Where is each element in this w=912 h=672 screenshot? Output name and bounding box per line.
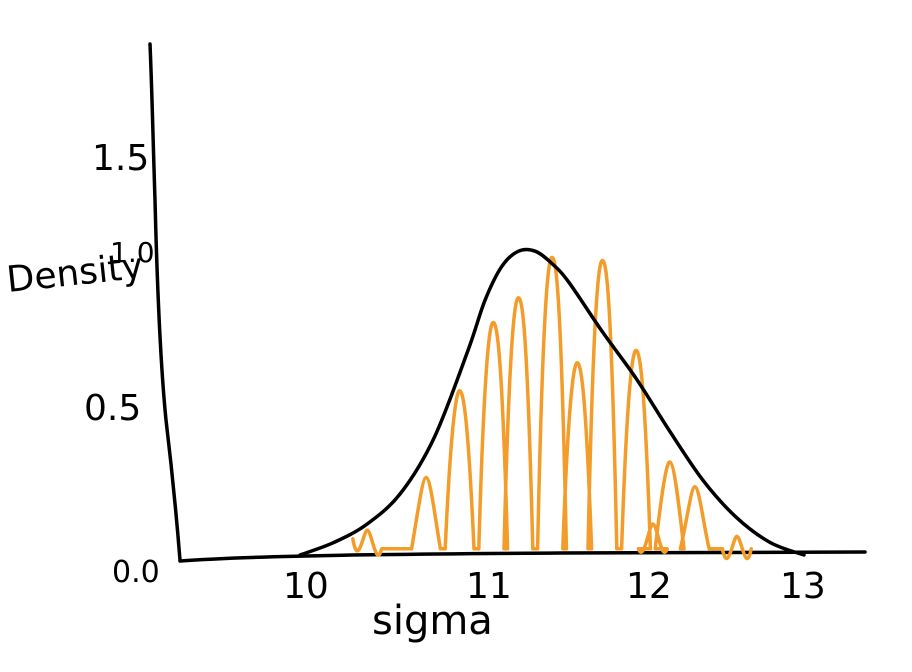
density-curve-layer xyxy=(298,247,806,557)
x-tick-label: 11 xyxy=(466,566,512,607)
density-curve xyxy=(298,247,806,557)
y-tick-label: 0.5 xyxy=(84,388,141,429)
y-axis-line xyxy=(148,42,182,562)
y-tick-label: 0.0 xyxy=(112,555,160,590)
x-tick-label: 12 xyxy=(626,566,672,607)
y-axis-title: Density xyxy=(5,246,145,301)
x-axis-line xyxy=(178,550,867,563)
x-axis-title: sigma xyxy=(372,598,493,644)
hatch-fill-scribble xyxy=(351,255,753,561)
y-tick-label: 1.5 xyxy=(92,138,149,179)
y-tick-label: 1.0 xyxy=(110,236,155,269)
hatch-fill-layer xyxy=(351,255,753,561)
x-tick-label: 13 xyxy=(780,566,826,607)
x-tick-label: 10 xyxy=(283,566,329,607)
